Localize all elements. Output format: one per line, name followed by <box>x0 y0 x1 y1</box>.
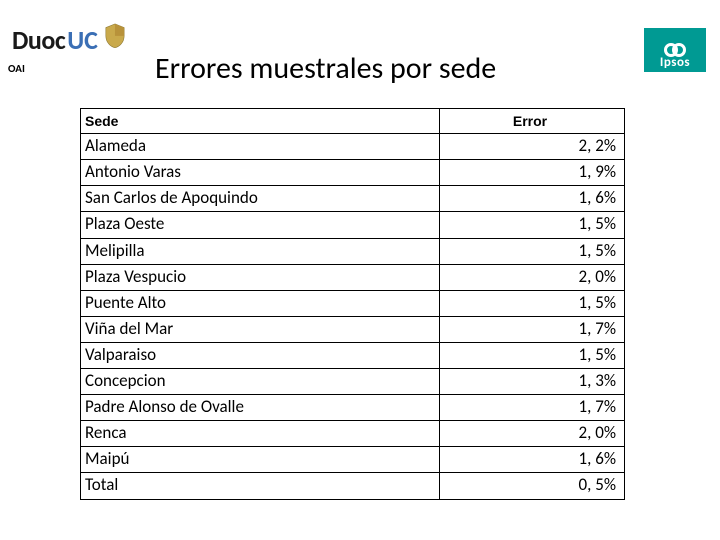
table-row: Alameda2, 2% <box>81 134 625 160</box>
table-row: Antonio Varas1, 9% <box>81 160 625 186</box>
cell-error: 1, 7% <box>440 395 625 421</box>
page-title: Errores muestrales por sede <box>155 50 496 87</box>
cell-error: 1, 5% <box>440 290 625 316</box>
ipsos-logo: Ipsos <box>644 28 706 72</box>
table-row: Melipilla1, 5% <box>81 238 625 264</box>
table-row: San Carlos de Apoquindo1, 6% <box>81 186 625 212</box>
cell-sede: Plaza Vespucio <box>81 264 440 290</box>
table-row: Concepcion1, 3% <box>81 369 625 395</box>
duoc-text: Duoc <box>12 24 65 56</box>
table-row: Valparaiso1, 5% <box>81 342 625 368</box>
cell-sede: Maipú <box>81 447 440 473</box>
cell-error: 1, 5% <box>440 212 625 238</box>
cell-sede: Renca <box>81 421 440 447</box>
cell-error: 1, 7% <box>440 316 625 342</box>
cell-error: 1, 3% <box>440 369 625 395</box>
table-row: Total0, 5% <box>81 473 625 499</box>
cell-sede: Padre Alonso de Ovalle <box>81 395 440 421</box>
oai-label: OAI <box>8 62 25 75</box>
table-row: Plaza Vespucio2, 0% <box>81 264 625 290</box>
cell-error: 2, 2% <box>440 134 625 160</box>
cell-error: 1, 9% <box>440 160 625 186</box>
table-head-row: Sede Error <box>81 109 625 134</box>
data-table-area: Sede Error Alameda2, 2%Antonio Varas1, 9… <box>80 108 625 500</box>
table-row: Padre Alonso de Ovalle1, 7% <box>81 395 625 421</box>
col-header-sede: Sede <box>81 109 440 134</box>
table-row: Maipú1, 6% <box>81 447 625 473</box>
cell-error: 1, 5% <box>440 342 625 368</box>
cell-sede: Puente Alto <box>81 290 440 316</box>
uc-text: UC <box>67 24 98 56</box>
cell-sede: Valparaiso <box>81 342 440 368</box>
cell-error: 1, 6% <box>440 186 625 212</box>
cell-sede: Plaza Oeste <box>81 212 440 238</box>
error-table: Sede Error Alameda2, 2%Antonio Varas1, 9… <box>80 108 625 500</box>
table-row: Renca2, 0% <box>81 421 625 447</box>
shield-icon <box>104 23 126 49</box>
cell-sede: Total <box>81 473 440 499</box>
ipsos-text: Ipsos <box>644 55 706 70</box>
cell-sede: Concepcion <box>81 369 440 395</box>
cell-error: 2, 0% <box>440 421 625 447</box>
cell-error: 1, 5% <box>440 238 625 264</box>
col-header-error: Error <box>440 109 625 134</box>
duoc-logo: Duoc UC <box>12 23 126 56</box>
cell-error: 0, 5% <box>440 473 625 499</box>
cell-sede: Viña del Mar <box>81 316 440 342</box>
cell-sede: Melipilla <box>81 238 440 264</box>
cell-error: 1, 6% <box>440 447 625 473</box>
cell-sede: Antonio Varas <box>81 160 440 186</box>
cell-sede: Alameda <box>81 134 440 160</box>
table-row: Viña del Mar1, 7% <box>81 316 625 342</box>
cell-error: 2, 0% <box>440 264 625 290</box>
table-row: Plaza Oeste1, 5% <box>81 212 625 238</box>
cell-sede: San Carlos de Apoquindo <box>81 186 440 212</box>
table-row: Puente Alto1, 5% <box>81 290 625 316</box>
